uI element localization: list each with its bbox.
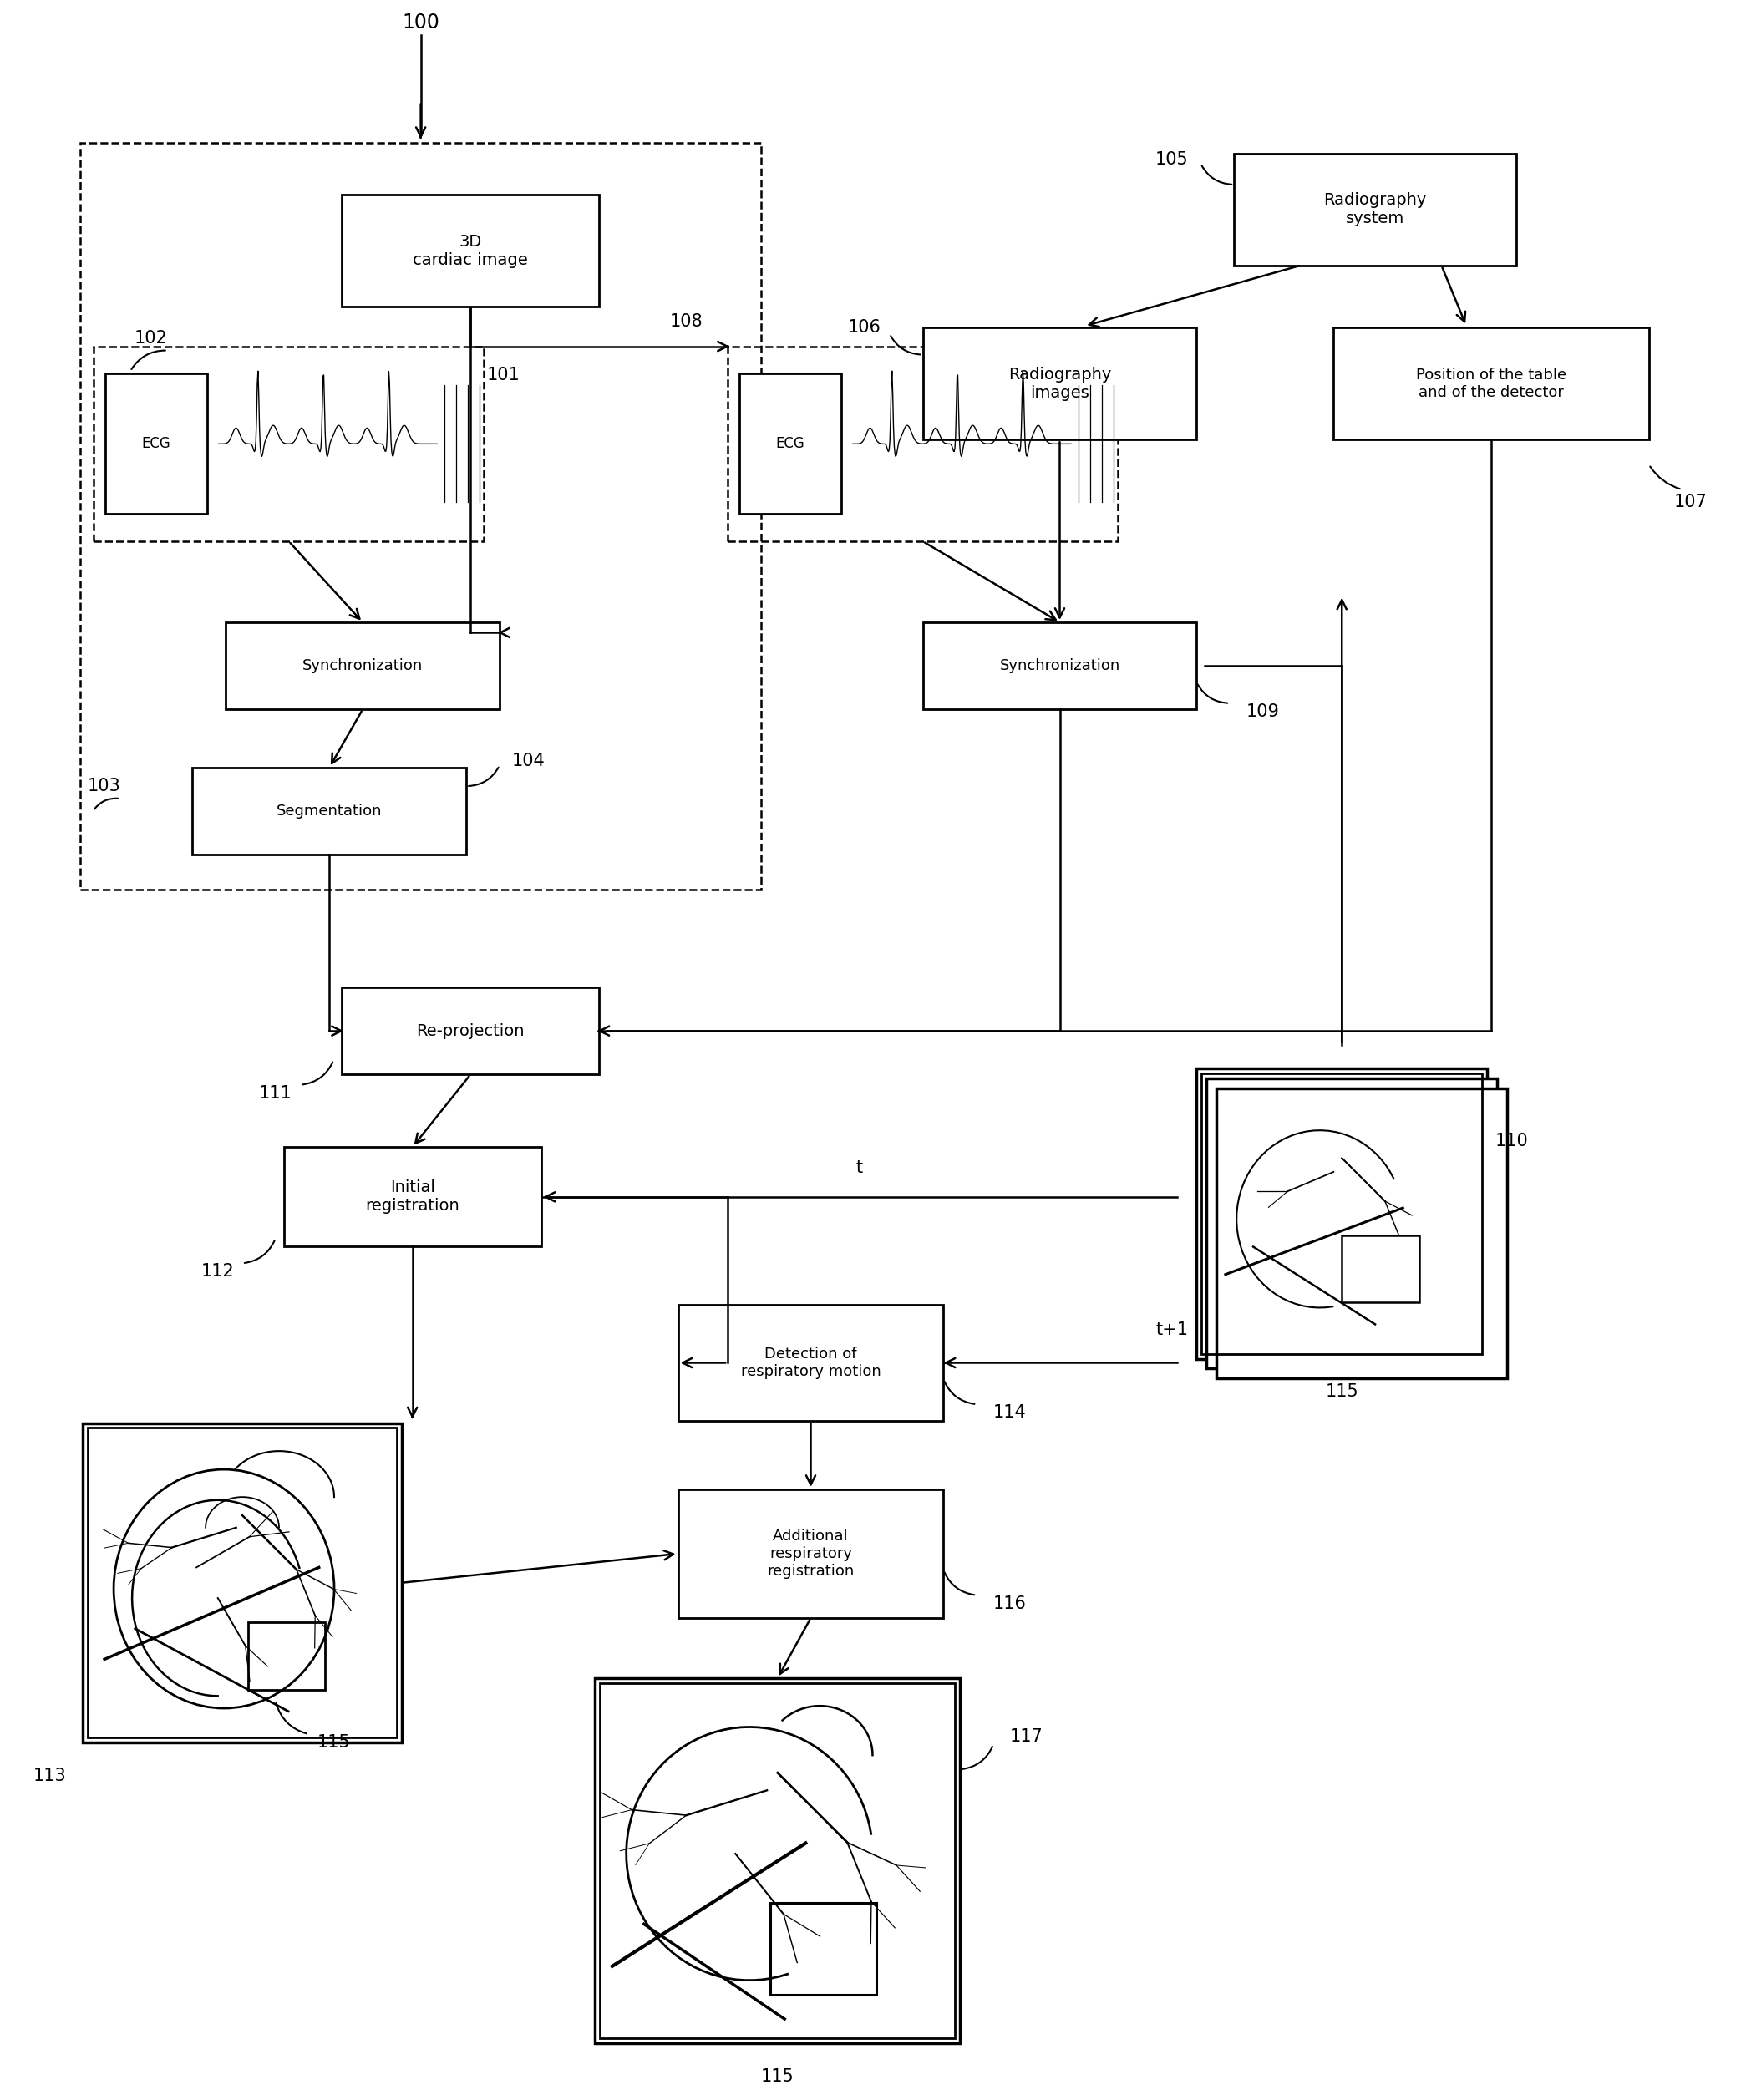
- FancyBboxPatch shape: [105, 374, 206, 514]
- Text: Synchronization: Synchronization: [999, 657, 1119, 674]
- Text: t+1: t+1: [1156, 1321, 1189, 1338]
- Text: 106: 106: [849, 319, 882, 336]
- FancyBboxPatch shape: [1196, 1069, 1488, 1359]
- FancyBboxPatch shape: [225, 622, 499, 710]
- Text: 113: 113: [33, 1768, 66, 1785]
- FancyBboxPatch shape: [1234, 153, 1516, 265]
- Text: Synchronization: Synchronization: [302, 657, 423, 674]
- Text: Radiography
images: Radiography images: [1007, 368, 1110, 401]
- Text: 3D
cardiac image: 3D cardiac image: [414, 233, 527, 269]
- Text: 100: 100: [402, 13, 440, 34]
- Text: 112: 112: [201, 1264, 234, 1279]
- Text: 103: 103: [87, 777, 120, 794]
- Text: Additional
respiratory
registration: Additional respiratory registration: [766, 1529, 854, 1579]
- Text: Re-projection: Re-projection: [417, 1023, 524, 1040]
- FancyBboxPatch shape: [677, 1304, 943, 1422]
- FancyBboxPatch shape: [740, 374, 842, 514]
- Text: 108: 108: [670, 313, 704, 330]
- Text: 115: 115: [1325, 1384, 1358, 1401]
- Text: 117: 117: [1009, 1728, 1042, 1745]
- Text: Initial
registration: Initial registration: [365, 1180, 459, 1214]
- Text: 114: 114: [993, 1405, 1027, 1422]
- Text: 115: 115: [761, 2068, 794, 2085]
- Text: 105: 105: [1156, 151, 1189, 168]
- FancyBboxPatch shape: [1217, 1088, 1507, 1378]
- FancyBboxPatch shape: [192, 766, 466, 855]
- FancyBboxPatch shape: [924, 622, 1196, 710]
- Text: Radiography
system: Radiography system: [1323, 193, 1426, 227]
- FancyBboxPatch shape: [342, 987, 599, 1075]
- FancyBboxPatch shape: [595, 1678, 960, 2043]
- FancyBboxPatch shape: [82, 1424, 402, 1743]
- Text: Position of the table
and of the detector: Position of the table and of the detecto…: [1416, 368, 1566, 399]
- Text: 116: 116: [993, 1596, 1027, 1613]
- Text: 115: 115: [318, 1735, 351, 1751]
- FancyBboxPatch shape: [677, 1489, 943, 1617]
- FancyBboxPatch shape: [1334, 328, 1648, 439]
- Text: t: t: [856, 1159, 863, 1176]
- Text: ECG: ECG: [775, 437, 805, 452]
- Text: Detection of
respiratory motion: Detection of respiratory motion: [740, 1346, 880, 1380]
- Text: 109: 109: [1247, 704, 1280, 720]
- Text: 110: 110: [1495, 1132, 1528, 1149]
- Text: ECG: ECG: [141, 437, 171, 452]
- Text: 102: 102: [134, 330, 168, 346]
- Text: Segmentation: Segmentation: [276, 804, 382, 819]
- Text: 111: 111: [258, 1086, 292, 1103]
- FancyBboxPatch shape: [924, 328, 1196, 439]
- Text: 104: 104: [512, 754, 545, 769]
- FancyBboxPatch shape: [285, 1147, 541, 1247]
- Text: 107: 107: [1674, 494, 1708, 510]
- FancyBboxPatch shape: [342, 195, 599, 307]
- FancyBboxPatch shape: [1206, 1077, 1496, 1369]
- Text: 101: 101: [487, 368, 520, 384]
